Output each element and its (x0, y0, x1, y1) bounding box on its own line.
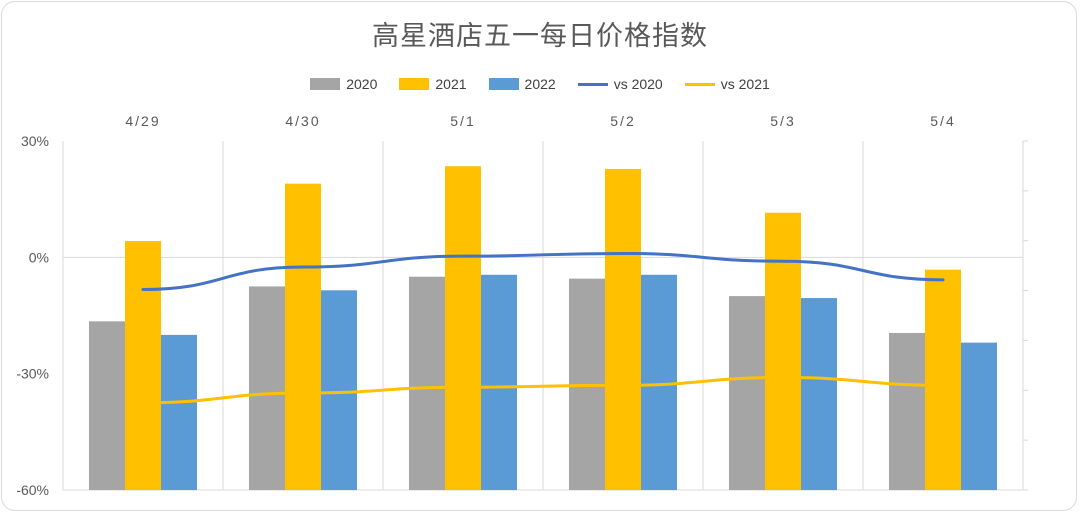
legend-item-vs-2021: vs 2021 (684, 76, 770, 92)
bar-2020 (249, 286, 285, 490)
legend-swatch (399, 78, 430, 90)
bar-2022 (801, 298, 837, 490)
y-tick-label: 30% (21, 133, 49, 149)
y-tick-label: -30% (16, 366, 49, 382)
bar-2020 (89, 321, 125, 490)
bar-2021 (445, 166, 481, 490)
legend-label: vs 2021 (720, 76, 770, 92)
legend-label: vs 2020 (613, 76, 663, 92)
bar-2021 (605, 168, 641, 491)
legend-label: 2022 (524, 76, 556, 92)
line-series-vs-2021 (141, 376, 945, 405)
line-series-vs-2020 (141, 251, 945, 292)
y-tick-label: -60% (16, 482, 49, 498)
bar-2020 (889, 332, 925, 490)
category-label: 5/2 (610, 113, 635, 129)
bar-2022 (961, 342, 997, 490)
bar-2021 (285, 183, 321, 490)
legend-swatch (684, 82, 715, 86)
legend-swatch (310, 78, 341, 90)
bar-2021 (925, 269, 961, 490)
bar-2020 (409, 276, 445, 490)
category-label: 5/4 (930, 113, 955, 129)
legend: 2020 2021 2022 vs 2020 vs 2021 (0, 76, 1080, 92)
bar-2022 (481, 274, 517, 490)
y-tick-label: 0% (29, 249, 49, 265)
legend-item-2022: 2022 (488, 76, 556, 92)
chart-title: 高星酒店五一每日价格指数 (372, 21, 708, 52)
legend-label: 2020 (346, 76, 378, 92)
legend-item-vs-2020: vs 2020 (577, 76, 663, 92)
bar-2022 (161, 334, 197, 490)
legend-item-2021: 2021 (399, 76, 467, 92)
legend-label: 2021 (435, 76, 467, 92)
category-label: 4/29 (125, 113, 160, 129)
legend-item-2020: 2020 (310, 76, 377, 92)
bar-2020 (729, 296, 765, 490)
bar-2022 (641, 274, 677, 490)
bar-2021 (765, 212, 801, 490)
category-label: 4/30 (285, 113, 320, 129)
legend-swatch (577, 82, 608, 86)
legend-swatch (488, 78, 519, 90)
bar-2022 (321, 290, 357, 490)
category-label: 5/1 (450, 113, 475, 129)
category-label: 5/3 (770, 113, 795, 129)
bar-2021 (125, 241, 161, 490)
